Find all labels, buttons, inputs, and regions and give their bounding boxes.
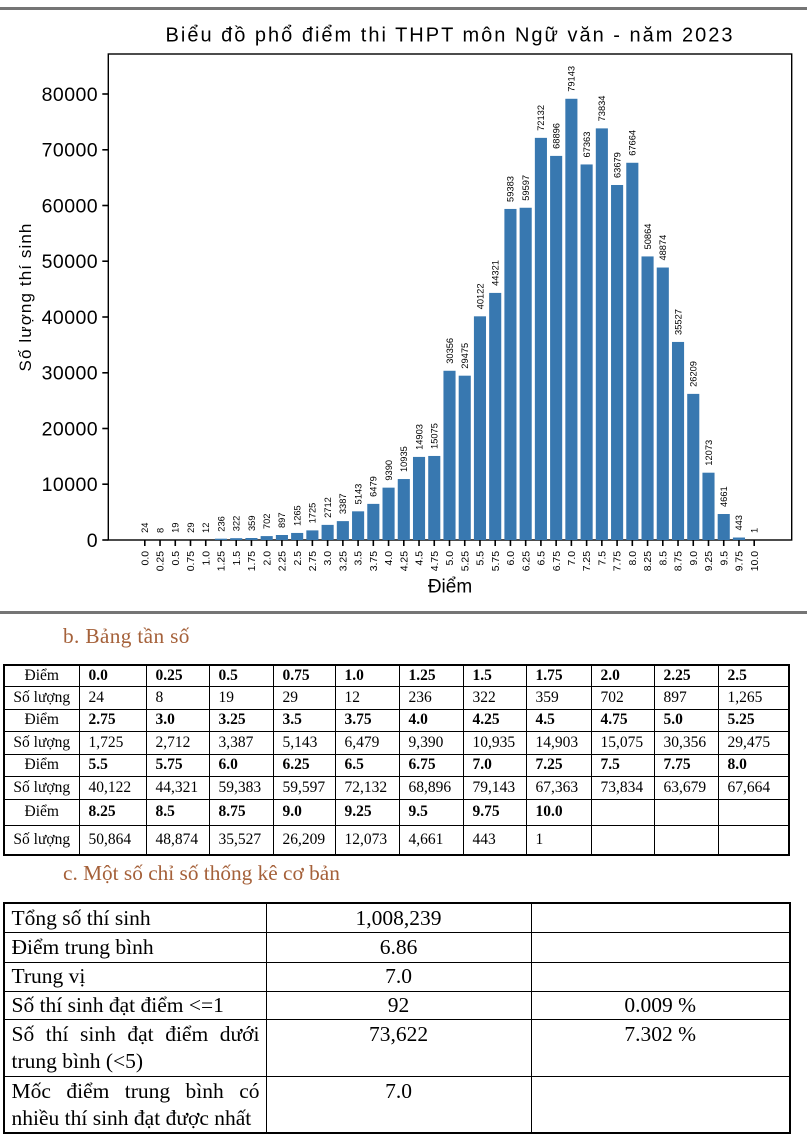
svg-text:7.0: 7.0 <box>567 551 578 566</box>
svg-text:1.25: 1.25 <box>217 551 228 571</box>
svg-text:0.0: 0.0 <box>140 551 151 566</box>
svg-text:67664: 67664 <box>628 130 638 156</box>
svg-text:3.75: 3.75 <box>369 551 380 571</box>
svg-text:63679: 63679 <box>612 152 622 178</box>
svg-text:9390: 9390 <box>384 460 394 481</box>
svg-text:29475: 29475 <box>460 343 470 369</box>
svg-text:3.5: 3.5 <box>354 551 365 566</box>
svg-text:67363: 67363 <box>582 132 592 158</box>
svg-text:15075: 15075 <box>430 423 440 449</box>
svg-text:12: 12 <box>201 523 211 533</box>
svg-text:8.0: 8.0 <box>628 551 639 566</box>
svg-text:6.5: 6.5 <box>537 551 548 566</box>
svg-text:80000: 80000 <box>42 84 98 106</box>
svg-text:14903: 14903 <box>414 424 424 450</box>
svg-text:8.5: 8.5 <box>658 551 669 566</box>
svg-text:72132: 72132 <box>536 105 546 131</box>
svg-text:7.75: 7.75 <box>613 551 624 571</box>
svg-text:10935: 10935 <box>399 446 409 472</box>
svg-text:6.75: 6.75 <box>552 551 563 571</box>
svg-text:59383: 59383 <box>506 176 516 202</box>
svg-text:0: 0 <box>87 530 98 552</box>
svg-text:7.25: 7.25 <box>582 551 593 571</box>
svg-text:9.75: 9.75 <box>735 551 746 571</box>
svg-text:73834: 73834 <box>597 96 607 122</box>
svg-text:5.75: 5.75 <box>491 551 502 571</box>
svg-text:Điểm: Điểm <box>428 577 472 598</box>
svg-text:40000: 40000 <box>42 307 98 329</box>
svg-text:9.5: 9.5 <box>719 551 730 566</box>
svg-text:5.0: 5.0 <box>445 551 456 566</box>
svg-text:5.5: 5.5 <box>476 551 487 566</box>
svg-text:8.75: 8.75 <box>674 551 685 571</box>
svg-text:12073: 12073 <box>704 440 714 466</box>
svg-text:236: 236 <box>216 516 226 532</box>
svg-text:6.25: 6.25 <box>521 551 532 571</box>
svg-text:40122: 40122 <box>475 283 485 309</box>
svg-text:9.0: 9.0 <box>689 551 700 566</box>
svg-text:48874: 48874 <box>658 235 668 261</box>
svg-text:359: 359 <box>247 515 257 531</box>
svg-text:Biểu đồ phổ điểm thi THPT môn: Biểu đồ phổ điểm thi THPT môn Ngữ văn - … <box>166 25 735 47</box>
svg-text:20000: 20000 <box>42 418 98 440</box>
svg-text:4.0: 4.0 <box>384 551 395 566</box>
svg-text:4.25: 4.25 <box>399 551 410 571</box>
svg-text:6479: 6479 <box>369 476 379 497</box>
svg-text:1.75: 1.75 <box>247 551 258 571</box>
svg-text:4.75: 4.75 <box>430 551 441 571</box>
svg-text:4.5: 4.5 <box>415 551 426 566</box>
svg-text:2.75: 2.75 <box>308 551 319 571</box>
svg-text:Số lượng thí sinh: Số lượng thí sinh <box>16 223 35 372</box>
svg-text:44321: 44321 <box>491 260 501 286</box>
svg-text:79143: 79143 <box>567 66 577 92</box>
svg-text:8.25: 8.25 <box>643 551 654 571</box>
svg-text:50864: 50864 <box>643 224 653 250</box>
svg-text:3.0: 3.0 <box>323 551 334 566</box>
svg-text:5143: 5143 <box>353 484 363 505</box>
svg-text:5.25: 5.25 <box>460 551 471 571</box>
svg-text:30000: 30000 <box>42 363 98 385</box>
svg-text:10000: 10000 <box>42 474 98 496</box>
svg-text:8: 8 <box>155 528 165 533</box>
svg-text:60000: 60000 <box>42 195 98 217</box>
svg-text:2.5: 2.5 <box>293 551 304 566</box>
svg-text:30356: 30356 <box>445 338 455 364</box>
svg-text:10.0: 10.0 <box>750 551 761 571</box>
svg-text:702: 702 <box>262 514 272 530</box>
svg-text:2712: 2712 <box>323 497 333 518</box>
svg-text:1: 1 <box>750 528 760 533</box>
svg-text:7.5: 7.5 <box>597 551 608 566</box>
svg-text:24: 24 <box>140 523 150 533</box>
svg-text:59597: 59597 <box>521 175 531 201</box>
svg-text:1725: 1725 <box>308 503 318 524</box>
svg-text:26209: 26209 <box>689 361 699 387</box>
svg-text:29: 29 <box>186 522 196 532</box>
svg-text:1.0: 1.0 <box>201 551 212 566</box>
svg-text:35527: 35527 <box>673 309 683 335</box>
svg-text:2.0: 2.0 <box>262 551 273 566</box>
svg-text:50000: 50000 <box>42 251 98 273</box>
svg-text:0.5: 0.5 <box>171 551 182 566</box>
svg-text:322: 322 <box>232 516 242 532</box>
svg-text:443: 443 <box>734 515 744 531</box>
svg-text:70000: 70000 <box>42 140 98 162</box>
svg-text:1.5: 1.5 <box>232 551 243 566</box>
svg-text:6.0: 6.0 <box>506 551 517 566</box>
svg-text:68896: 68896 <box>551 123 561 149</box>
svg-text:0.75: 0.75 <box>186 551 197 571</box>
svg-text:3387: 3387 <box>338 493 348 514</box>
svg-text:9.25: 9.25 <box>704 551 715 571</box>
svg-text:19: 19 <box>171 523 181 533</box>
svg-text:1265: 1265 <box>292 505 302 526</box>
svg-text:897: 897 <box>277 512 287 528</box>
svg-text:0.25: 0.25 <box>156 551 167 571</box>
svg-text:4661: 4661 <box>719 486 729 507</box>
svg-text:3.25: 3.25 <box>338 551 349 571</box>
svg-text:2.25: 2.25 <box>278 551 289 571</box>
